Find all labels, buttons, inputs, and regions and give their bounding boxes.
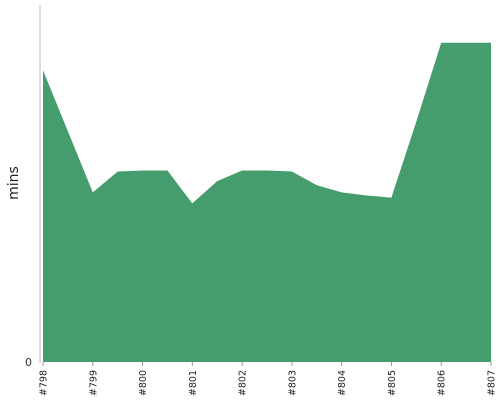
x-tick-label: #800: [138, 370, 149, 396]
x-tick-label: #803: [287, 370, 298, 396]
x-tick-label: #805: [387, 370, 398, 396]
x-tick-label: #807: [487, 370, 498, 396]
y-ticks: 0: [25, 356, 32, 369]
x-tick-label: #801: [188, 370, 199, 396]
x-tick-label: #806: [437, 370, 448, 396]
x-tick-label: #799: [88, 370, 99, 396]
x-ticks: #798 #799 #800 #801 #802 #803 #804 #805 #806 #807: [39, 362, 498, 396]
area-series-0: [43, 42, 491, 363]
area-layer: [43, 42, 491, 363]
y-axis-label: mins: [6, 166, 22, 200]
x-tick-label: #802: [238, 370, 249, 396]
x-tick-label: #798: [39, 370, 50, 396]
y-tick-label: 0: [25, 356, 32, 369]
x-tick-label: #804: [337, 370, 348, 396]
